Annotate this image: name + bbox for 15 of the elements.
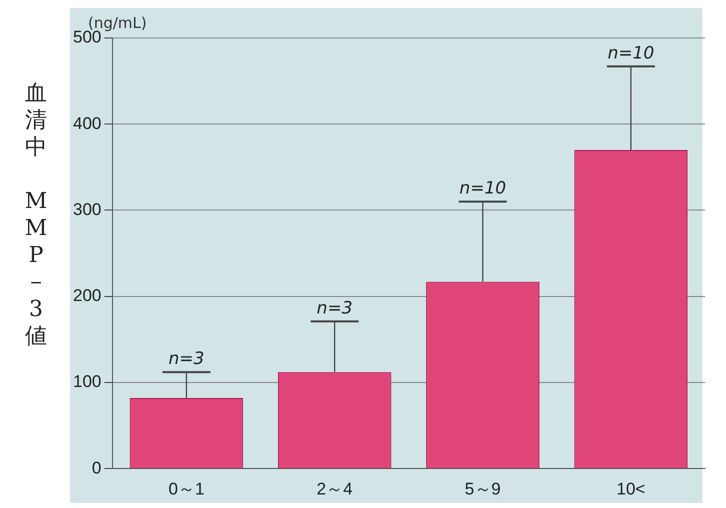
- x-tick-label: 10<: [616, 479, 646, 498]
- y-tick-label: 0: [92, 458, 102, 478]
- x-tick-label: 0～1: [168, 479, 204, 498]
- x-tick-label: 5～9: [464, 479, 501, 498]
- y-tick-label: 300: [72, 200, 102, 219]
- y-tick-label: 200: [72, 286, 102, 306]
- text: 血清中 MMP－3値: [24, 81, 48, 349]
- text: (ng/mL): [88, 14, 147, 32]
- y-tick-label: 400: [72, 114, 102, 133]
- annotation: n=10: [459, 178, 506, 199]
- y-tick-label: 100: [72, 372, 102, 392]
- annotation: n=3: [168, 349, 204, 370]
- x-tick-label: 2～4: [316, 479, 353, 498]
- annotation: n=3: [316, 298, 353, 318]
- annotation: n=10: [608, 43, 654, 64]
